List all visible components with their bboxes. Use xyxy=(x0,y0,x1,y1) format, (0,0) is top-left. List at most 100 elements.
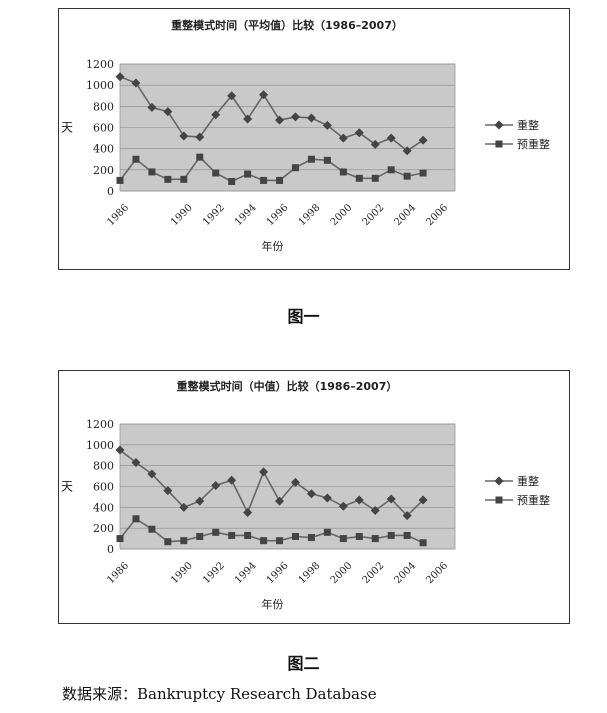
data-point-diamond xyxy=(354,128,364,138)
x-tick-label: 1992 xyxy=(201,202,227,228)
data-point-square xyxy=(132,515,140,523)
data-point-diamond xyxy=(290,112,300,122)
y-tick-label: 1200 xyxy=(86,58,114,71)
data-point-square xyxy=(339,168,347,176)
data-point-diamond xyxy=(131,78,141,88)
data-point-square xyxy=(228,531,236,539)
data-point-diamond xyxy=(115,445,125,455)
data-point-diamond xyxy=(402,146,412,156)
data-point-square xyxy=(387,166,395,174)
y-tick-label: 800 xyxy=(93,460,114,473)
x-tick-label: 1986 xyxy=(105,202,131,228)
data-point-square xyxy=(196,153,204,161)
x-tick-label: 2006 xyxy=(424,202,450,228)
data-point-square xyxy=(148,525,156,533)
y-tick-label: 600 xyxy=(93,481,114,494)
x-tick-label: 2000 xyxy=(329,560,355,586)
figure-caption-1: 图一 xyxy=(287,307,320,326)
data-point-square xyxy=(180,537,188,545)
y-axis-label: 天 xyxy=(61,480,73,494)
data-point-diamond xyxy=(147,469,157,479)
data-point-diamond xyxy=(275,115,285,125)
y-tick-label: 600 xyxy=(93,122,114,135)
y-tick-label: 1000 xyxy=(86,79,114,92)
data-point-diamond xyxy=(290,477,300,487)
chart-title: 重整模式时间（中值）比较（1986–2007） xyxy=(177,379,398,393)
series-line-1 xyxy=(119,75,424,152)
y-tick-label: 200 xyxy=(93,164,114,177)
data-point-diamond xyxy=(147,102,157,112)
data-point-diamond xyxy=(306,113,316,123)
chart-frame-2: 重整模式时间（中值）比较（1986–2007） 0 200 400 600 800 1000… xyxy=(58,370,570,624)
data-point-diamond xyxy=(370,139,380,149)
legend-label: 重整 xyxy=(517,474,539,488)
x-axis-label: 年份 xyxy=(262,239,284,253)
legend-marker-square xyxy=(495,496,503,504)
data-point-square xyxy=(276,537,284,545)
data-point-square xyxy=(419,169,427,177)
y-tick-label: 800 xyxy=(93,100,114,113)
data-point-square xyxy=(403,531,411,539)
chart-1: 重整模式时间（平均值）比较（1986–2007） 0 200 400 600 800 100… xyxy=(61,18,550,253)
data-point-square xyxy=(276,176,284,184)
data-point-square xyxy=(180,175,188,183)
x-tick-label: 2004 xyxy=(392,202,418,228)
data-point-diamond xyxy=(259,90,269,100)
x-tick-label: 2002 xyxy=(361,202,387,228)
data-point-diamond xyxy=(211,480,221,490)
data-point-diamond xyxy=(275,496,285,506)
data-point-square xyxy=(196,533,204,540)
y-tick-label: 0 xyxy=(107,185,114,198)
data-point-square xyxy=(355,533,363,540)
data-point-diamond xyxy=(354,495,364,505)
data-point-square xyxy=(419,539,427,547)
y-tick-label: 0 xyxy=(107,543,114,556)
data-point-square xyxy=(371,174,379,182)
legend-marker-diamond xyxy=(494,120,504,130)
chart-frame-1: 重整模式时间（平均值）比较（1986–2007） 0 200 400 600 800 100… xyxy=(58,8,570,270)
x-tick-label: 2004 xyxy=(392,560,418,586)
y-tick-label: 400 xyxy=(93,501,114,514)
y-tick-label: 1200 xyxy=(86,418,114,431)
data-point-square xyxy=(260,537,268,545)
data-point-square xyxy=(212,169,220,177)
legend-label: 预重整 xyxy=(517,493,550,507)
x-tick-label: 1996 xyxy=(265,202,291,228)
data-source-note: 数据来源：Bankruptcy Research Database xyxy=(62,685,377,703)
x-tick-label: 2000 xyxy=(329,202,355,228)
data-point-square xyxy=(164,538,172,546)
data-point-square xyxy=(387,531,395,539)
data-point-diamond xyxy=(163,486,173,496)
x-tick-label: 1998 xyxy=(297,202,323,228)
data-point-diamond xyxy=(402,511,412,521)
legend-label: 重整 xyxy=(517,118,539,132)
legend-marker-square xyxy=(495,140,503,148)
data-point-square xyxy=(228,177,236,185)
data-point-square xyxy=(148,168,156,176)
data-point-diamond xyxy=(227,91,237,101)
data-point-square xyxy=(307,534,315,542)
x-tick-label: 2002 xyxy=(361,560,387,586)
x-tick-label: 1992 xyxy=(201,560,227,586)
data-point-diamond xyxy=(259,467,269,477)
x-axis-label: 年份 xyxy=(262,597,284,611)
data-point-square xyxy=(244,531,252,539)
x-tick-label: 1996 xyxy=(265,560,291,586)
data-point-square xyxy=(244,170,252,178)
data-point-diamond xyxy=(243,114,253,124)
x-tick-label: 2006 xyxy=(424,560,450,586)
data-point-diamond xyxy=(115,72,125,82)
y-tick-label: 200 xyxy=(93,522,114,535)
data-point-diamond xyxy=(195,132,205,142)
data-point-square xyxy=(323,528,331,536)
data-point-diamond xyxy=(386,494,396,504)
figure-caption-2: 图二 xyxy=(287,654,320,673)
data-point-diamond xyxy=(418,495,428,505)
data-point-diamond xyxy=(370,505,380,515)
data-point-diamond xyxy=(322,493,332,503)
data-point-square xyxy=(164,175,172,183)
data-point-square xyxy=(291,533,299,540)
legend-label: 预重整 xyxy=(517,137,550,151)
data-point-diamond xyxy=(163,107,173,117)
data-point-diamond xyxy=(179,131,189,141)
